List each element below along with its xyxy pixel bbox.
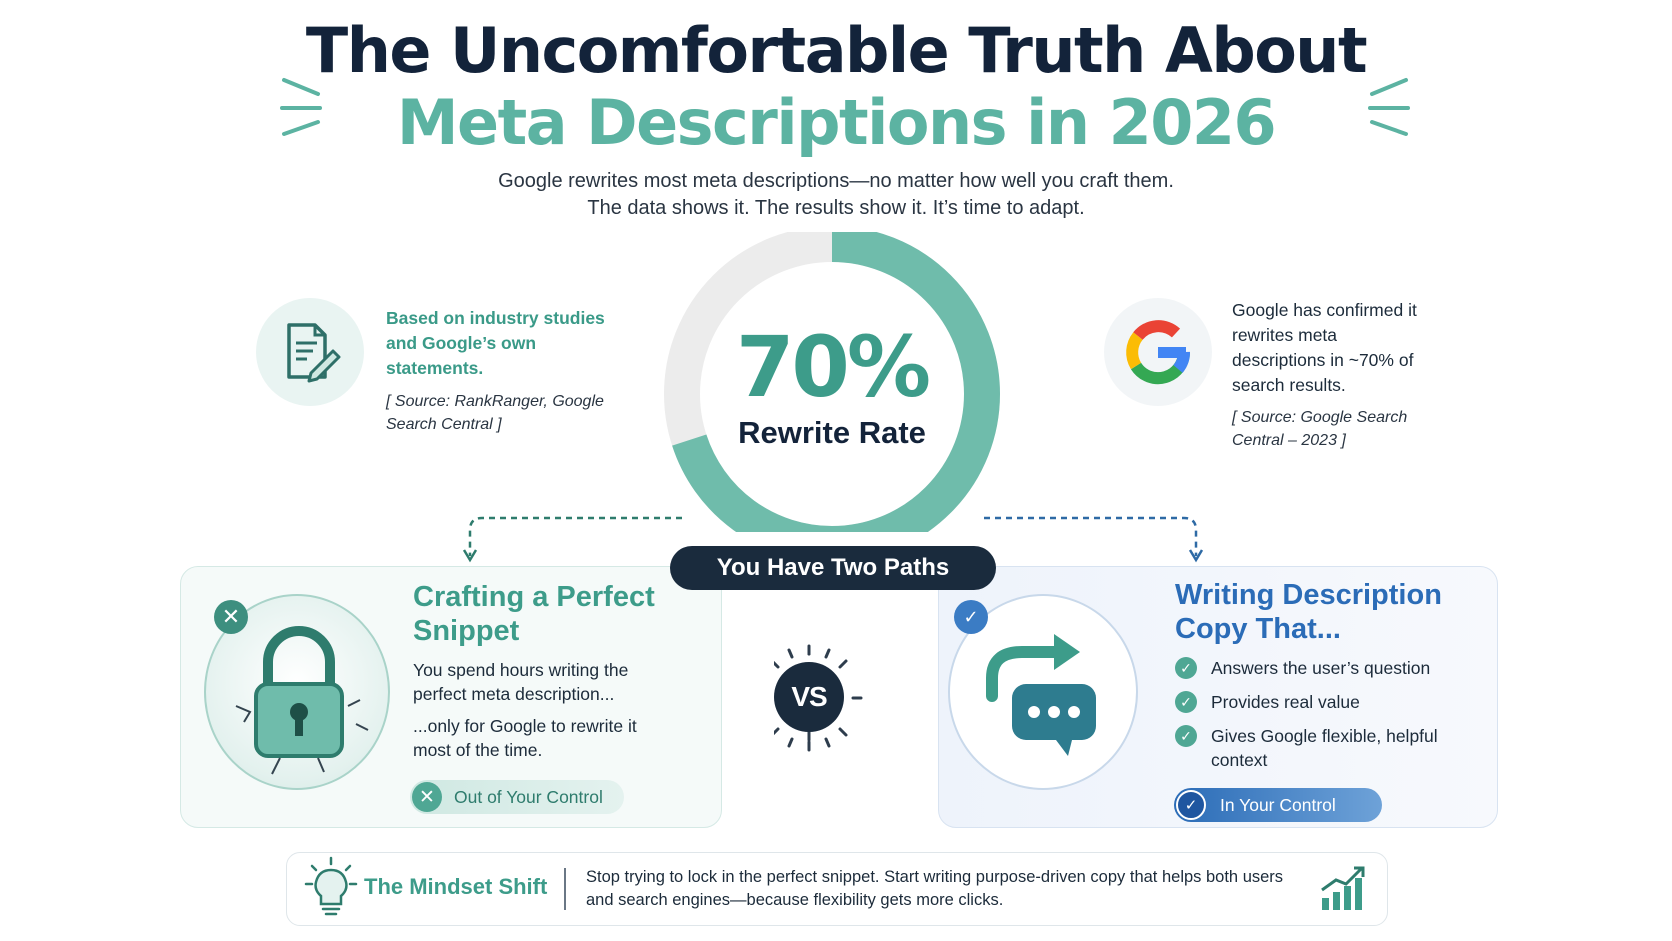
mindset-bar bbox=[286, 852, 1388, 926]
donut-arc bbox=[664, 232, 1000, 532]
right-card-title: Writing Description Copy That... bbox=[1175, 579, 1442, 645]
in-control-label: In Your Control bbox=[1220, 794, 1336, 815]
stat-left-source: [ Source: RankRanger, Google Search Cent… bbox=[386, 393, 604, 433]
close-icon: ✕ bbox=[412, 782, 442, 812]
document-pen-icon bbox=[287, 323, 341, 383]
google-icon-circle bbox=[1104, 298, 1212, 406]
stat-right-source: [ Source: Google Search Central – 2023 ] bbox=[1232, 409, 1408, 449]
redirect-chat-icon bbox=[986, 634, 1096, 756]
left-card-title: Crafting a Perfect Snippet bbox=[413, 581, 655, 647]
right-card-list: ✓ Answers the user’s question ✓ Provides r… bbox=[1175, 656, 1475, 782]
check-icon: ✓ bbox=[1175, 691, 1197, 713]
rays-left-icon bbox=[280, 78, 322, 136]
title-line-1: The Uncomfortable Truth About bbox=[305, 14, 1368, 87]
rays-right-icon bbox=[1368, 78, 1410, 136]
stat-value: 70% bbox=[735, 318, 931, 416]
left-card-para-2: ...only for Google to rewrite it most of… bbox=[413, 716, 637, 760]
check-icon: ✓ bbox=[954, 600, 988, 634]
lightbulb-icon bbox=[304, 856, 358, 916]
vs-badge: VS bbox=[774, 662, 844, 732]
check-icon: ✓ bbox=[1175, 725, 1197, 747]
out-of-control-label: Out of Your Control bbox=[454, 786, 603, 807]
growth-chart-icon bbox=[1321, 866, 1365, 910]
vs-sunburst-icon bbox=[774, 644, 863, 752]
google-logo-icon bbox=[1126, 320, 1191, 385]
two-paths-label: You Have Two Paths bbox=[670, 546, 996, 590]
divider bbox=[564, 868, 566, 910]
document-icon-circle bbox=[256, 298, 364, 406]
subtitle-line-1: Google rewrites most meta descriptions—n… bbox=[498, 170, 1174, 192]
padlock-icon bbox=[235, 626, 369, 775]
mindset-text: Stop trying to lock in the perfect snipp… bbox=[586, 868, 1284, 909]
stat-label: Rewrite Rate bbox=[738, 415, 926, 450]
rewrite-rate-donut bbox=[664, 232, 1000, 532]
connector-left bbox=[462, 516, 682, 563]
out-of-control-pill: ✕ Out of Your Control bbox=[410, 780, 624, 814]
check-icon: ✓ bbox=[1176, 790, 1206, 820]
close-icon: ✕ bbox=[214, 600, 248, 634]
subtitle: Google rewrites most meta descriptions—n… bbox=[0, 168, 1672, 222]
mindset-label: The Mindset Shift bbox=[364, 874, 548, 899]
list-item: ✓ Gives Google flexible, helpful context bbox=[1175, 724, 1475, 772]
in-control-pill: ✓ In Your Control bbox=[1174, 788, 1382, 822]
list-item: ✓ Provides real value bbox=[1175, 690, 1475, 714]
left-card-para-1: You spend hours writing the perfect meta… bbox=[413, 660, 629, 704]
stat-right-text: Google has confirmed it rewrites meta de… bbox=[1232, 300, 1417, 395]
check-icon: ✓ bbox=[1175, 657, 1197, 679]
stat-left-text: Based on industry studies and Google’s o… bbox=[386, 308, 605, 378]
connector-right bbox=[984, 516, 1204, 563]
subtitle-line-2: The data shows it. The results show it. … bbox=[587, 197, 1085, 219]
list-item: ✓ Answers the user’s question bbox=[1175, 656, 1475, 680]
title-line-2: Meta Descriptions in 2026 bbox=[396, 86, 1277, 159]
